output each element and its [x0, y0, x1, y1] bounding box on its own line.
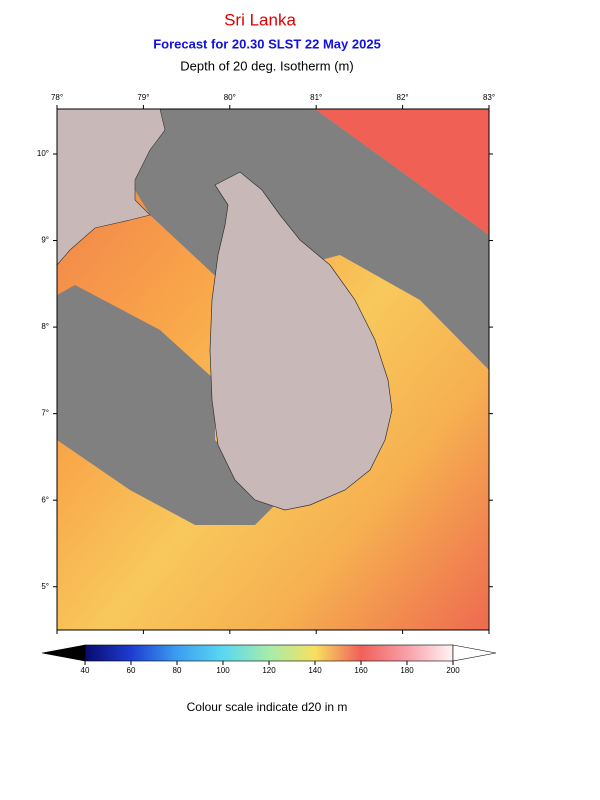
colorbar-low-arrow: [41, 644, 86, 662]
mask: [135, 109, 489, 370]
colorbar: [84, 644, 454, 662]
sri-lanka-land: [209, 171, 393, 511]
lon-tick-label: 79°: [137, 93, 149, 102]
lon-tick-label: 80°: [224, 93, 236, 102]
lat-tick-label: 9°: [41, 236, 49, 245]
lon-tick-label: 78°: [51, 93, 63, 102]
colorbar-tick-label: 40: [81, 666, 90, 675]
lat-tick-label: 7°: [41, 409, 49, 418]
colorbar-tick-label: 180: [400, 666, 414, 675]
colorbar-tick-label: 160: [354, 666, 368, 675]
colorbar-tick-label: 200: [446, 666, 460, 675]
india-land: [57, 109, 166, 266]
colorbar-tick-label: 80: [173, 666, 182, 675]
mask: [57, 285, 280, 525]
lat-tick-label: 6°: [41, 495, 49, 504]
lat-tick-label: 8°: [41, 322, 49, 331]
colorbar-tick-label: 100: [216, 666, 230, 675]
colorbar-caption: Colour scale indicate d20 in m: [187, 700, 348, 714]
colorbar-tick-label: 120: [262, 666, 276, 675]
colorbar-high-arrow: [452, 644, 497, 662]
colorbar-tick-label: 140: [308, 666, 322, 675]
lat-tick-label: 10°: [37, 149, 49, 158]
colorbar-tick-label: 60: [127, 666, 136, 675]
map-area: [57, 109, 489, 630]
lon-tick-label: 83°: [483, 93, 495, 102]
lon-tick-label: 82°: [397, 93, 409, 102]
lon-tick-label: 81°: [310, 93, 322, 102]
lat-tick-label: 5°: [41, 582, 49, 591]
title: Sri Lanka: [224, 10, 296, 29]
map-frame: [56, 108, 490, 631]
subtitle: Forecast for 20.30 SLST 22 May 2025: [153, 36, 381, 51]
variable-label: Depth of 20 deg. Isotherm (m): [180, 58, 353, 73]
